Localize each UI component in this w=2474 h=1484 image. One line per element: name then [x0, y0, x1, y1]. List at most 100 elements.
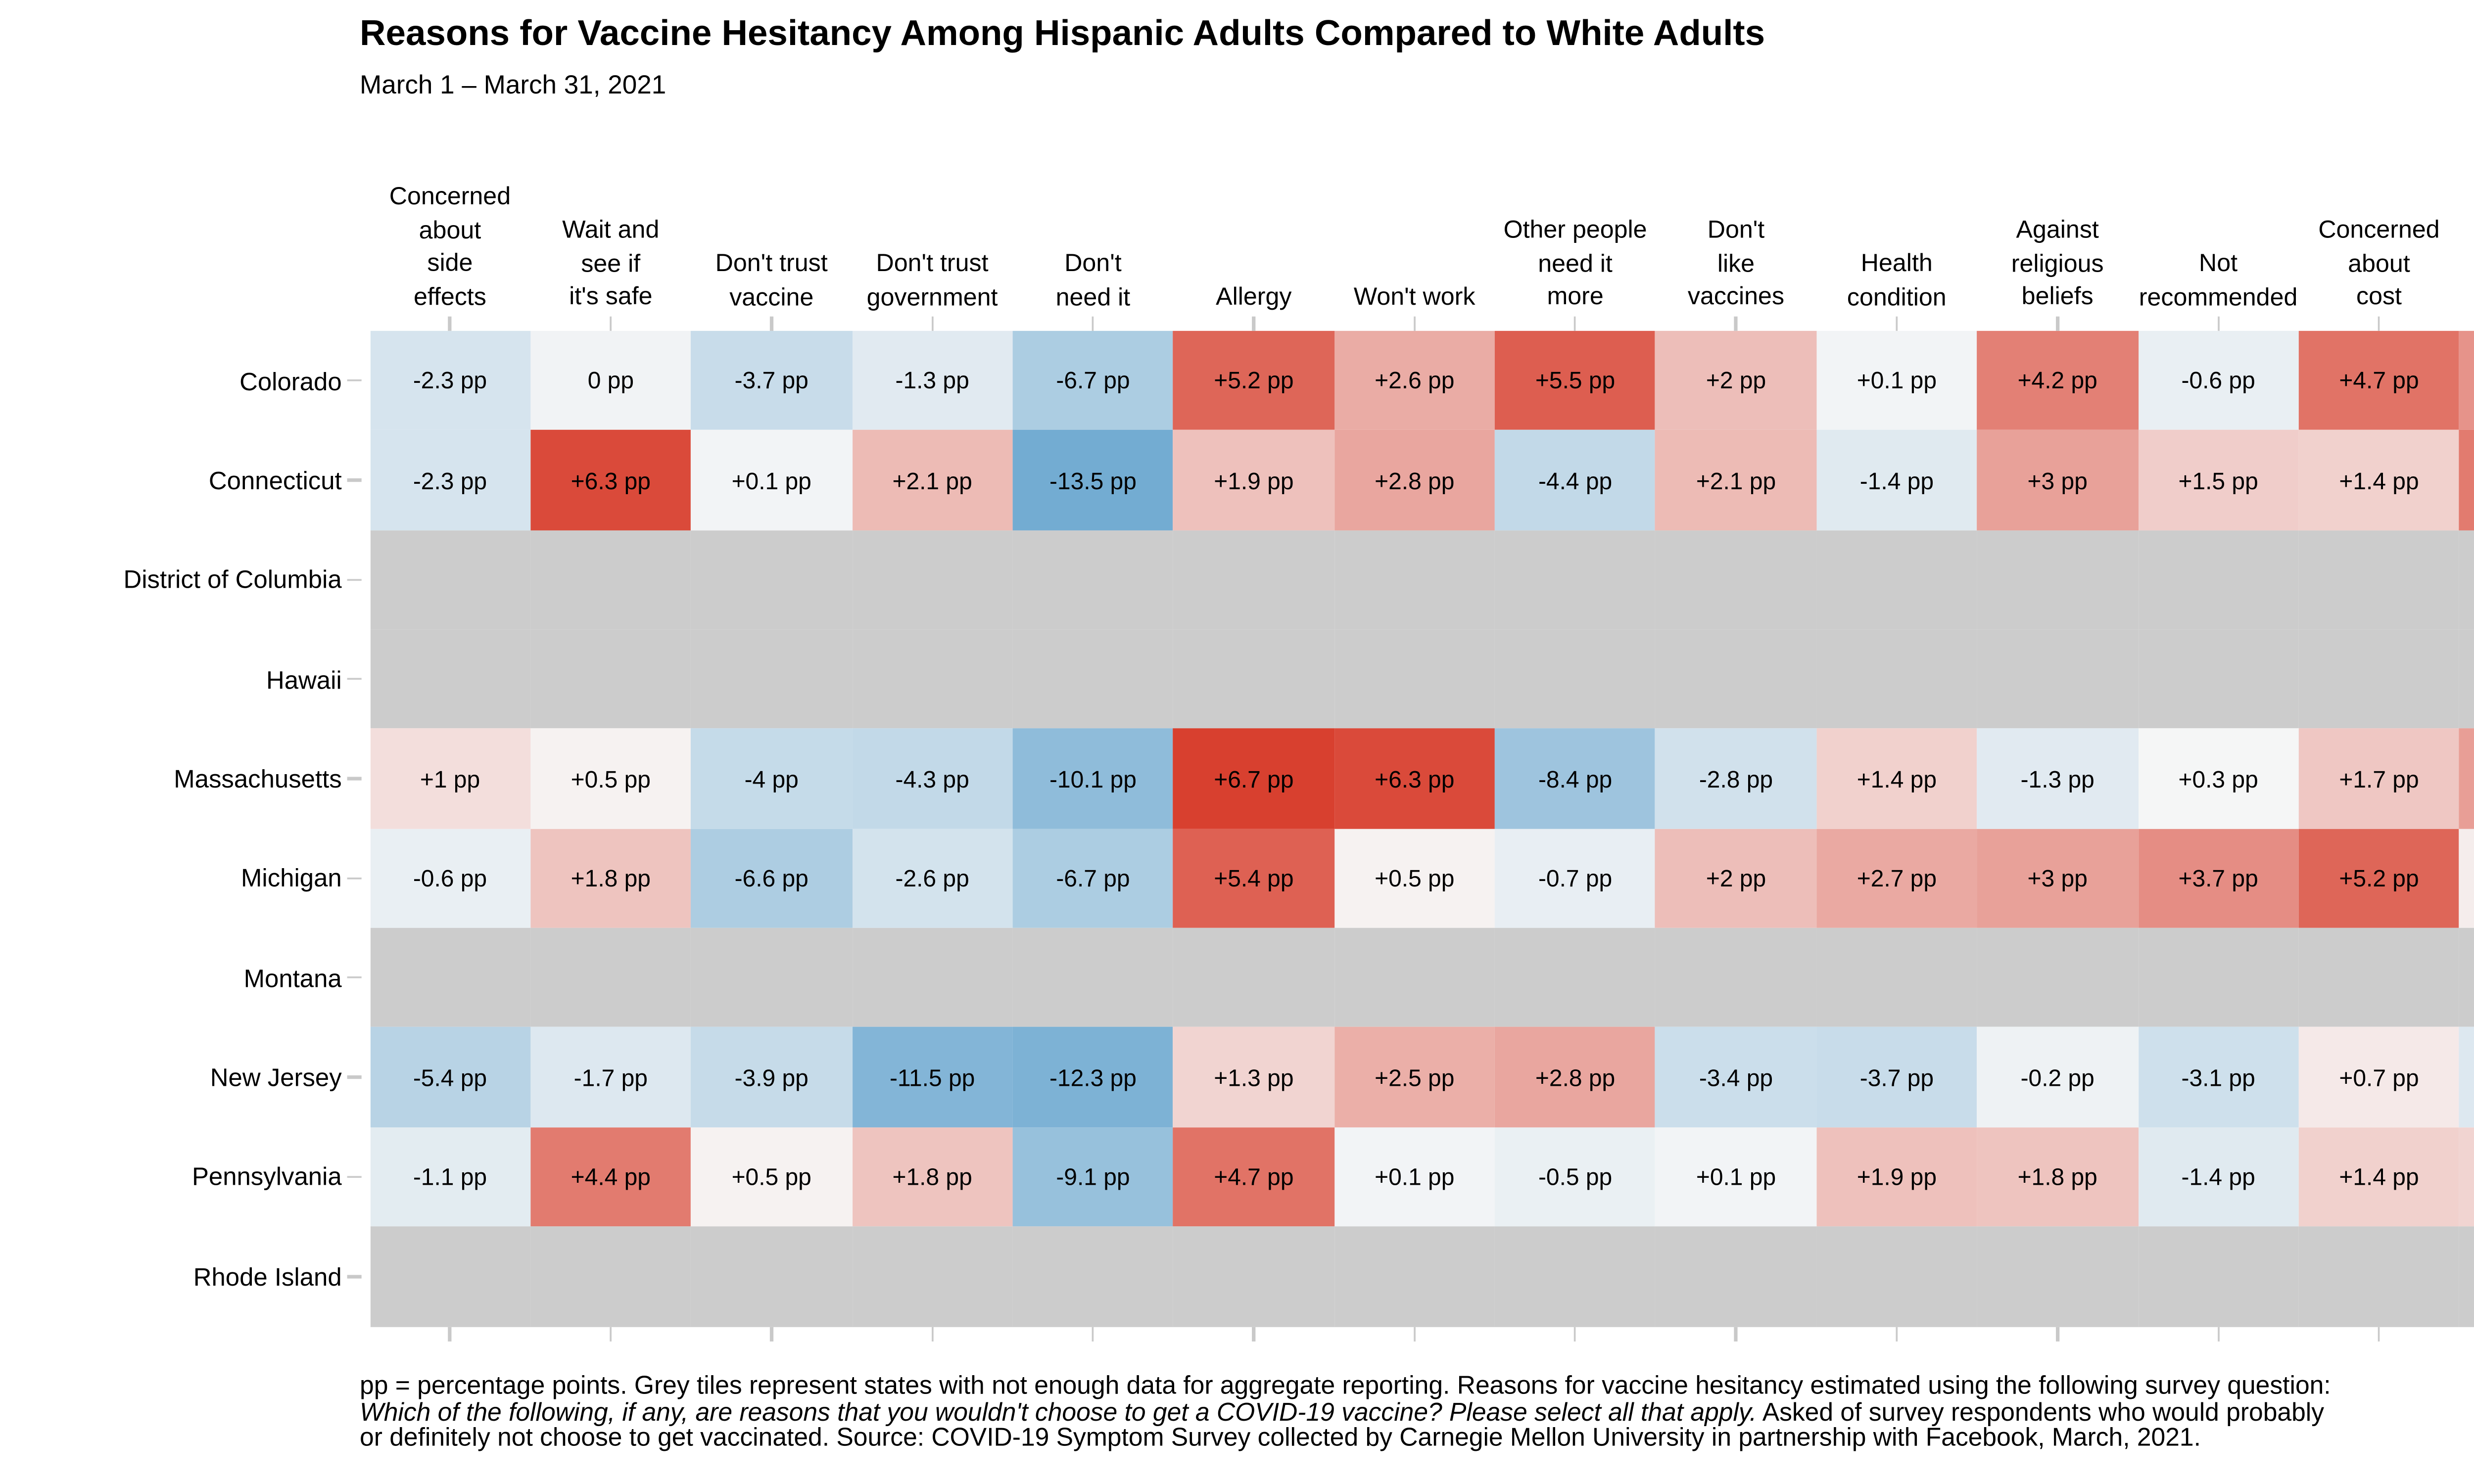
cell-value-label: -3.9 pp: [734, 1064, 809, 1091]
heatmap-cell: +0.1 pp: [1656, 1127, 1816, 1227]
row-tick-left: [347, 777, 362, 780]
heatmap-cell-missing: [691, 928, 852, 1028]
heatmap-cell: -1.3 pp: [852, 330, 1013, 431]
cell-value-label: +3.7 pp: [2178, 865, 2258, 892]
column-header: Don't like vaccines: [1687, 216, 1785, 310]
heatmap-cell: +0.7 pp: [2298, 1027, 2460, 1127]
row-label: Connecticut: [208, 465, 342, 495]
column-tick-top: [2217, 315, 2220, 330]
column-header: Don't need it: [1055, 249, 1131, 310]
cell-value-label: +1 pp: [420, 765, 480, 792]
cell-value-label: +5.4 pp: [1214, 865, 1294, 892]
heatmap-cell-missing: [1334, 530, 1495, 630]
heatmap-cell: +1.4 pp: [2298, 430, 2460, 530]
heatmap-cell: +6.3 pp: [1334, 729, 1495, 829]
cell-value-label: -13.5 pp: [1049, 466, 1137, 494]
heatmap-cell: -0.7 pp: [1495, 828, 1656, 928]
row-label: New Jersey: [210, 1063, 342, 1092]
heatmap-cell: -4.3 pp: [852, 729, 1013, 829]
heatmap-cell: +2.5 pp: [1334, 1027, 1495, 1127]
column-tick-top: [931, 315, 934, 330]
cell-value-label: +0.5 pp: [731, 1163, 811, 1191]
cell-value-label: -9.1 pp: [1056, 1163, 1130, 1191]
heatmap-cell-missing: [2459, 1226, 2474, 1327]
cell-value-label: +5.5 pp: [1535, 367, 1616, 394]
column-header: Concerned about side effects: [389, 183, 511, 310]
cell-value-label: +1.3 pp: [1214, 1064, 1294, 1091]
row-label: Massachusetts: [174, 764, 342, 793]
heatmap-cell: -1.3 pp: [1977, 729, 2138, 829]
heatmap-cell: -1.4 pp: [2138, 1127, 2299, 1227]
heatmap-cell: -6.6 pp: [691, 828, 852, 928]
cell-value-label: -0.6 pp: [413, 865, 487, 892]
heatmap-cell: +1.3 pp: [2459, 1127, 2474, 1227]
chart-subtitle: March 1 – March 31, 2021: [360, 72, 666, 101]
heatmap-cell: -0.5 pp: [1495, 1127, 1656, 1227]
footnote-line-2: Which of the following, if any, are reas…: [360, 1399, 2324, 1426]
column-tick-bottom: [448, 1327, 451, 1342]
row-tick-left: [347, 1076, 362, 1079]
heatmap-cell: +1.4 pp: [2298, 1127, 2460, 1227]
heatmap-cell-missing: [2298, 928, 2460, 1028]
column-tick-top: [1252, 315, 1255, 330]
column-header: Won't work: [1353, 283, 1475, 310]
heatmap-cell-missing: [1173, 928, 1334, 1028]
column-tick-top: [1413, 315, 1416, 330]
column-tick-top: [1734, 315, 1737, 330]
heatmap-cell: +0.6 pp: [2459, 828, 2474, 928]
heatmap-cell-missing: [852, 928, 1013, 1028]
heatmap-cell: -11.5 pp: [852, 1027, 1013, 1127]
column-tick-bottom: [1092, 1327, 1094, 1342]
cell-value-label: +1.7 pp: [2339, 765, 2419, 792]
heatmap-cell: +3.1 pp: [2459, 729, 2474, 829]
cell-value-label: +2.6 pp: [1375, 367, 1455, 394]
column-tick-top: [2056, 315, 2059, 330]
heatmap-cell-missing: [852, 1226, 1013, 1327]
row-label: Michigan: [241, 864, 342, 893]
heatmap-cell: +1.8 pp: [1977, 1127, 2138, 1227]
cell-value-label: +3 pp: [2027, 865, 2088, 892]
heatmap-cell: +1.8 pp: [852, 1127, 1013, 1227]
row-tick-left: [347, 976, 362, 979]
heatmap-cell: +1.9 pp: [1173, 430, 1334, 530]
cell-value-label: +0.5 pp: [1375, 865, 1455, 892]
heatmap-cell: -1.1 pp: [370, 1127, 530, 1227]
cell-value-label: +0.1 pp: [1375, 1163, 1455, 1191]
cell-value-label: +5.2 pp: [1214, 367, 1294, 394]
heatmap-cell-missing: [1012, 928, 1174, 1028]
heatmap-cell-missing: [1656, 629, 1816, 729]
column-tick-bottom: [609, 1327, 612, 1342]
heatmap-cell-missing: [530, 530, 691, 630]
heatmap-cell: -3.7 pp: [691, 330, 852, 431]
heatmap-cell: +1.9 pp: [1816, 1127, 1977, 1227]
heatmap-cell: +1.8 pp: [530, 828, 691, 928]
row-tick-left: [347, 379, 362, 382]
column-header: Wait and see if it's safe: [562, 216, 660, 310]
heatmap-cell: -2.8 pp: [1656, 729, 1816, 829]
heatmap-cell: -3.7 pp: [1816, 1027, 1977, 1127]
row-label: Rhode Island: [193, 1262, 342, 1291]
heatmap-cell-missing: [530, 629, 691, 729]
row-tick-left: [347, 678, 362, 681]
cell-value-label: -5.4 pp: [413, 1064, 487, 1091]
cell-value-label: -4.4 pp: [1538, 466, 1613, 494]
heatmap-cell: +5.5 pp: [1495, 330, 1656, 431]
heatmap-cell-missing: [2459, 629, 2474, 729]
cell-value-label: +6.7 pp: [1214, 765, 1294, 792]
cell-value-label: -0.5 pp: [1538, 1163, 1613, 1191]
cell-value-label: -2.3 pp: [413, 466, 487, 494]
row-label: Montana: [243, 963, 342, 992]
column-tick-bottom: [2378, 1327, 2380, 1342]
cell-value-label: +1.4 pp: [1856, 765, 1937, 792]
heatmap-cell: -3.1 pp: [2138, 1027, 2299, 1127]
cell-value-label: +4.7 pp: [2339, 367, 2419, 394]
cell-value-label: +1.8 pp: [892, 1163, 972, 1191]
heatmap-cell: 0 pp: [530, 330, 691, 431]
cell-value-label: +2.8 pp: [1375, 466, 1455, 494]
heatmap-cell: +4.7 pp: [1173, 1127, 1334, 1227]
cell-value-label: -6.7 pp: [1056, 865, 1130, 892]
heatmap-cell: -0.6 pp: [2138, 330, 2299, 431]
row-tick-left: [347, 877, 362, 880]
heatmap-cell-missing: [1977, 530, 2138, 630]
cell-value-label: +3 pp: [2027, 466, 2088, 494]
